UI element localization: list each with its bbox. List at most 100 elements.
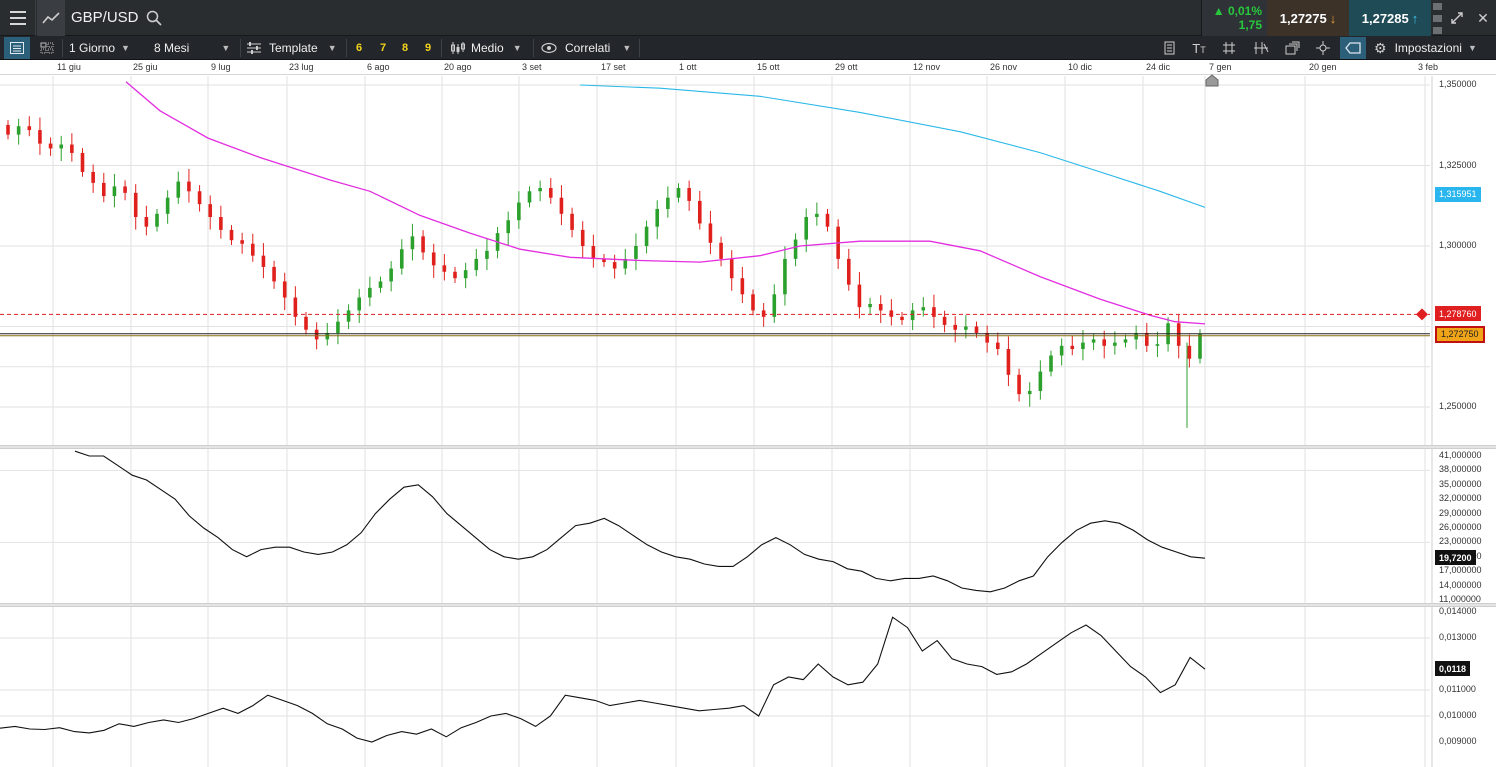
indicator-panel-1[interactable]: 41,000000 38,000000 35,000000 32,000000 29,0… bbox=[0, 449, 1496, 604]
candle-body bbox=[80, 152, 85, 172]
time-axis-label: 29 ott bbox=[835, 62, 858, 72]
preset-9-button[interactable]: 9 bbox=[425, 42, 432, 54]
candle-body bbox=[399, 249, 404, 269]
grid-button[interactable] bbox=[1216, 37, 1242, 59]
crosshair-tools-icon bbox=[1254, 42, 1269, 54]
indicator-chart-1[interactable] bbox=[0, 449, 1496, 603]
indicator-axis-label: 0,013000 bbox=[1439, 632, 1477, 642]
indicator-chart-2[interactable] bbox=[0, 607, 1496, 767]
close-button[interactable]: ✕ bbox=[1470, 0, 1496, 36]
instrument-symbol[interactable]: GBP/USD bbox=[71, 9, 139, 26]
search-icon[interactable] bbox=[146, 10, 162, 26]
eye-icon bbox=[541, 42, 557, 54]
windows-button[interactable] bbox=[1279, 37, 1305, 59]
change-percent: ▲ 0,01% bbox=[1212, 4, 1262, 18]
candle-body bbox=[559, 197, 564, 214]
range-select[interactable]: 8 Mesi ▼ bbox=[154, 36, 238, 60]
candle-body bbox=[27, 126, 32, 131]
chevron-down-icon: ▼ bbox=[221, 43, 231, 53]
time-axis-label: 26 nov bbox=[990, 62, 1018, 72]
candle-body bbox=[548, 188, 553, 198]
preset-7-button[interactable]: 7 bbox=[380, 42, 387, 54]
tag-icon bbox=[1345, 42, 1361, 54]
candle-body bbox=[697, 200, 702, 224]
preset-6-button[interactable]: 6 bbox=[356, 42, 363, 54]
price-tag-button[interactable] bbox=[1340, 37, 1366, 59]
time-marker-icon[interactable] bbox=[1205, 74, 1219, 87]
candle-body bbox=[878, 303, 883, 311]
chart-style-select[interactable]: Medio ▼ bbox=[450, 36, 522, 60]
drawing-tools-button[interactable] bbox=[1248, 37, 1274, 59]
time-axis: 11 giu 25 giu 9 lug 23 lug 6 ago 20 ago 3 set 1… bbox=[0, 61, 1496, 75]
candle-body bbox=[868, 303, 872, 308]
indicator-axis-label: 35,000000 bbox=[1439, 478, 1482, 489]
candle-body bbox=[932, 307, 936, 317]
expand-button[interactable] bbox=[1444, 0, 1470, 36]
price-axis-label: 1,250000 bbox=[1439, 401, 1477, 411]
layout-button[interactable] bbox=[34, 37, 60, 59]
price-axis-label: 1,350000 bbox=[1439, 79, 1477, 89]
alert-handle-icon[interactable] bbox=[1416, 308, 1428, 321]
panel-toggles[interactable] bbox=[1431, 0, 1444, 36]
panel-toggle-icon[interactable] bbox=[1433, 2, 1442, 10]
price-chart[interactable] bbox=[0, 76, 1496, 445]
candle-body bbox=[6, 124, 10, 135]
correlated-select[interactable]: Correlati ▼ bbox=[541, 36, 631, 60]
candle-body bbox=[208, 204, 213, 218]
arrow-down-icon: ↓ bbox=[1329, 10, 1337, 26]
candle-body bbox=[900, 316, 904, 321]
candle-body bbox=[985, 332, 989, 343]
candle-body bbox=[357, 297, 362, 311]
candle-body bbox=[197, 191, 202, 205]
candle-body bbox=[421, 236, 425, 253]
gear-icon: ⚙ bbox=[1374, 39, 1387, 56]
price-panel[interactable]: 1,350000 1,325000 1,300000 1,250000 1,315951… bbox=[0, 76, 1496, 445]
list-view-button[interactable] bbox=[4, 37, 30, 59]
candle-body bbox=[846, 258, 851, 285]
grid-icon bbox=[1223, 42, 1235, 54]
crosshair-button[interactable] bbox=[1310, 37, 1336, 59]
indicator-axis-label: 0,010000 bbox=[1439, 710, 1477, 720]
candle-body bbox=[708, 223, 713, 243]
range-label: 8 Mesi bbox=[154, 41, 190, 55]
report-button[interactable] bbox=[1156, 37, 1182, 59]
indicator-axis-label: 11,000000 bbox=[1439, 594, 1481, 604]
panel-toggle-icon[interactable] bbox=[1433, 14, 1442, 22]
toolbar-divider bbox=[62, 39, 63, 57]
candlestick-icon bbox=[451, 42, 465, 54]
panel-toggle-icon[interactable] bbox=[1433, 26, 1442, 34]
indicator-axis-label: 32,000000 bbox=[1439, 493, 1482, 504]
sell-price-button[interactable]: 1,27275 ↓ bbox=[1267, 0, 1349, 36]
candle-body bbox=[250, 243, 255, 256]
time-axis-label: 23 lug bbox=[289, 62, 314, 72]
close-icon: ✕ bbox=[1477, 9, 1489, 26]
interval-select[interactable]: 1 Giorno ▼ bbox=[69, 36, 145, 60]
candle-body bbox=[123, 186, 127, 193]
candle-body bbox=[155, 213, 159, 227]
candle-body bbox=[378, 281, 383, 288]
candle-body bbox=[1059, 345, 1064, 356]
candle-body bbox=[261, 255, 266, 267]
candle-body bbox=[783, 258, 787, 295]
buy-price-button[interactable]: 1,27285 ↑ bbox=[1349, 0, 1431, 36]
template-label: Template bbox=[269, 41, 318, 55]
indicator-panel-2[interactable]: 0,014000 0,013000 0,011000 0,010000 0,009000… bbox=[0, 606, 1496, 767]
candle-body bbox=[70, 144, 74, 153]
chart-view-button[interactable] bbox=[37, 0, 65, 36]
menu-button[interactable] bbox=[0, 0, 36, 36]
text-size-button[interactable]: TT bbox=[1186, 37, 1212, 59]
expand-icon bbox=[1451, 12, 1463, 24]
template-select[interactable]: Template ▼ bbox=[246, 36, 337, 60]
interval-label: 1 Giorno bbox=[69, 41, 116, 55]
panel-divider[interactable] bbox=[0, 445, 1496, 449]
panel-divider[interactable] bbox=[0, 603, 1496, 607]
candle-body bbox=[942, 316, 947, 325]
settings-button[interactable]: ⚙ Impostazioni ▼ bbox=[1374, 36, 1477, 60]
indicator-2-value-tag: 0,0118 bbox=[1435, 661, 1471, 677]
time-axis-label: 1 ott bbox=[679, 62, 697, 72]
preset-8-button[interactable]: 8 bbox=[402, 42, 409, 54]
candle-body bbox=[165, 197, 170, 214]
sell-price: 1,27275 bbox=[1279, 10, 1327, 26]
candle-body bbox=[346, 310, 351, 322]
candle-body bbox=[644, 226, 649, 246]
